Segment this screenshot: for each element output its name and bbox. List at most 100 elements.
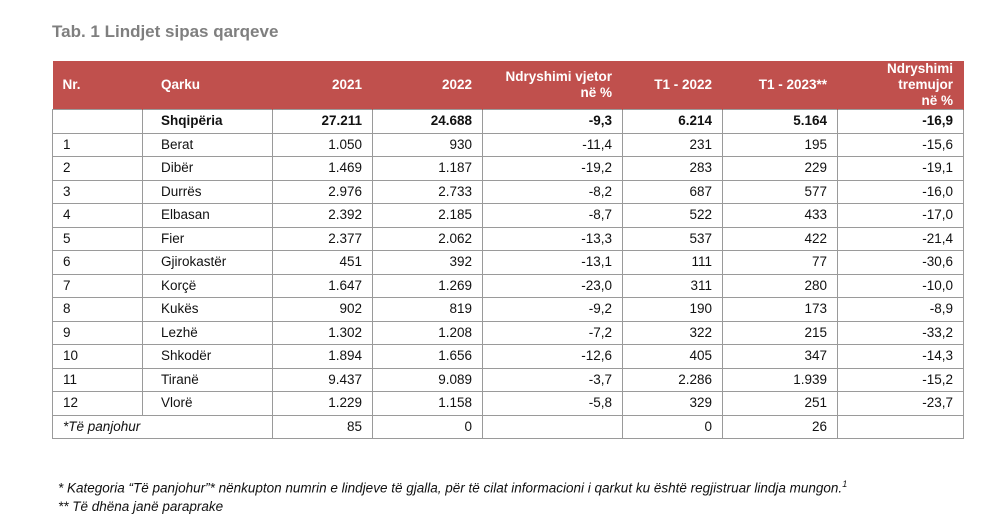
- cell-t1-2023: 229: [722, 156, 838, 181]
- cell-qarku: Gjirokastër: [142, 250, 273, 275]
- table-row: 1 Berat 1.050 930 -11,4 231 195 -15,6: [52, 132, 964, 157]
- cell-t1-2023: 195: [722, 132, 838, 157]
- cell-2022: 930: [372, 132, 483, 157]
- cell-nr: 12: [52, 391, 143, 416]
- cell-2021: 2.392: [272, 203, 373, 228]
- table-row: 5 Fier 2.377 2.062 -13,3 537 422 -21,4: [52, 226, 964, 251]
- cell-annual-change: -3,7: [482, 367, 623, 392]
- cell-qarku: Shkodër: [142, 344, 273, 369]
- cell-nr: 3: [52, 179, 143, 204]
- cell-2021: 9.437: [272, 367, 373, 392]
- cell-quarterly-change: [837, 414, 964, 439]
- cell-annual-change: [482, 414, 623, 439]
- cell-t1-2022: 537: [622, 226, 723, 251]
- table-row: 3 Durrës 2.976 2.733 -8,2 687 577 -16,0: [52, 179, 964, 204]
- footnote-unknown-text: * Kategoria “Të panjohur”* nënkupton num…: [58, 480, 843, 496]
- cell-2022: 0: [372, 414, 483, 439]
- cell-quarterly-change: -8,9: [837, 297, 964, 322]
- header-qarku: Qarku: [142, 61, 273, 110]
- cell-qarku: Kukës: [142, 297, 273, 322]
- cell-t1-2022: 111: [622, 250, 723, 275]
- cell-quarterly-change: -23,7: [837, 391, 964, 416]
- cell-qarku: Shqipëria: [142, 109, 273, 134]
- cell-qarku: Dibër: [142, 156, 273, 181]
- cell-2022: 1.208: [372, 320, 483, 345]
- cell-qarku: Tiranë: [142, 367, 273, 392]
- cell-annual-change: -9,3: [482, 109, 623, 134]
- cell-t1-2022: 329: [622, 391, 723, 416]
- footnote-preliminary: ** Të dhëna janë paraprake: [58, 499, 224, 514]
- cell-qarku: Lezhë: [142, 320, 273, 345]
- cell-qarku: Elbasan: [142, 203, 273, 228]
- cell-qarku: Berat: [142, 132, 273, 157]
- cell-t1-2023: 26: [722, 414, 838, 439]
- table-row: 4 Elbasan 2.392 2.185 -8,7 522 433 -17,0: [52, 203, 964, 228]
- cell-2021: 1.894: [272, 344, 373, 369]
- table-row: 2 Dibër 1.469 1.187 -19,2 283 229 -19,1: [52, 156, 964, 181]
- cell-annual-change: -12,6: [482, 344, 623, 369]
- cell-t1-2022: 2.286: [622, 367, 723, 392]
- header-row: Nr. Qarku 2021 2022 Ndryshimi vjetor në …: [52, 61, 964, 110]
- cell-quarterly-change: -10,0: [837, 273, 964, 298]
- cell-annual-change: -11,4: [482, 132, 623, 157]
- cell-2022: 1.656: [372, 344, 483, 369]
- cell-2021: 1.302: [272, 320, 373, 345]
- cell-unknown-label: *Të panjohur: [52, 414, 273, 439]
- cell-2022: 1.187: [372, 156, 483, 181]
- cell-t1-2023: 5.164: [722, 109, 838, 134]
- cell-qarku: Korçë: [142, 273, 273, 298]
- cell-quarterly-change: -33,2: [837, 320, 964, 345]
- cell-t1-2023: 173: [722, 297, 838, 322]
- cell-t1-2022: 687: [622, 179, 723, 204]
- cell-qarku: Fier: [142, 226, 273, 251]
- table-title: Tab. 1 Lindjet sipas qarqeve: [52, 22, 279, 41]
- table-row: 8 Kukës 902 819 -9,2 190 173 -8,9: [52, 297, 964, 322]
- table-row: 11 Tiranë 9.437 9.089 -3,7 2.286 1.939 -…: [52, 367, 964, 392]
- header-2021: 2021: [272, 61, 373, 110]
- cell-2022: 819: [372, 297, 483, 322]
- cell-nr: 11: [52, 367, 143, 392]
- cell-nr: 7: [52, 273, 143, 298]
- cell-2022: 1.158: [372, 391, 483, 416]
- cell-t1-2022: 283: [622, 156, 723, 181]
- cell-2022: 2.062: [372, 226, 483, 251]
- header-annual-change: Ndryshimi vjetor në %: [482, 61, 623, 110]
- cell-nr: 2: [52, 156, 143, 181]
- cell-2021: 27.211: [272, 109, 373, 134]
- cell-annual-change: -7,2: [482, 320, 623, 345]
- cell-t1-2023: 215: [722, 320, 838, 345]
- cell-t1-2022: 190: [622, 297, 723, 322]
- cell-annual-change: -13,3: [482, 226, 623, 251]
- cell-2022: 9.089: [372, 367, 483, 392]
- cell-annual-change: -9,2: [482, 297, 623, 322]
- cell-quarterly-change: -19,1: [837, 156, 964, 181]
- cell-quarterly-change: -30,6: [837, 250, 964, 275]
- cell-2021: 85: [272, 414, 373, 439]
- cell-quarterly-change: -15,6: [837, 132, 964, 157]
- cell-nr: 8: [52, 297, 143, 322]
- cell-2022: 1.269: [372, 273, 483, 298]
- cell-nr: 6: [52, 250, 143, 275]
- cell-annual-change: -23,0: [482, 273, 623, 298]
- cell-t1-2022: 0: [622, 414, 723, 439]
- cell-2021: 1.050: [272, 132, 373, 157]
- cell-annual-change: -8,2: [482, 179, 623, 204]
- cell-nr: 4: [52, 203, 143, 228]
- total-row: Shqipëria 27.211 24.688 -9,3 6.214 5.164…: [52, 109, 964, 134]
- table-row: 7 Korçë 1.647 1.269 -23,0 311 280 -10,0: [52, 273, 964, 298]
- table-row: 9 Lezhë 1.302 1.208 -7,2 322 215 -33,2: [52, 320, 964, 345]
- header-t1-2023: T1 - 2023**: [722, 61, 838, 110]
- cell-quarterly-change: -16,0: [837, 179, 964, 204]
- cell-2021: 1.229: [272, 391, 373, 416]
- cell-nr: 9: [52, 320, 143, 345]
- cell-quarterly-change: -15,2: [837, 367, 964, 392]
- cell-2022: 2.185: [372, 203, 483, 228]
- table-row: 10 Shkodër 1.894 1.656 -12,6 405 347 -14…: [52, 344, 964, 369]
- cell-t1-2022: 522: [622, 203, 723, 228]
- footnote-unknown-category: * Kategoria “Të panjohur”* nënkupton num…: [58, 479, 847, 496]
- cell-quarterly-change: -14,3: [837, 344, 964, 369]
- cell-2021: 451: [272, 250, 373, 275]
- unknown-row: *Të panjohur 85 0 0 26: [52, 414, 964, 439]
- footnote-superscript: 1: [842, 479, 848, 489]
- cell-2021: 1.647: [272, 273, 373, 298]
